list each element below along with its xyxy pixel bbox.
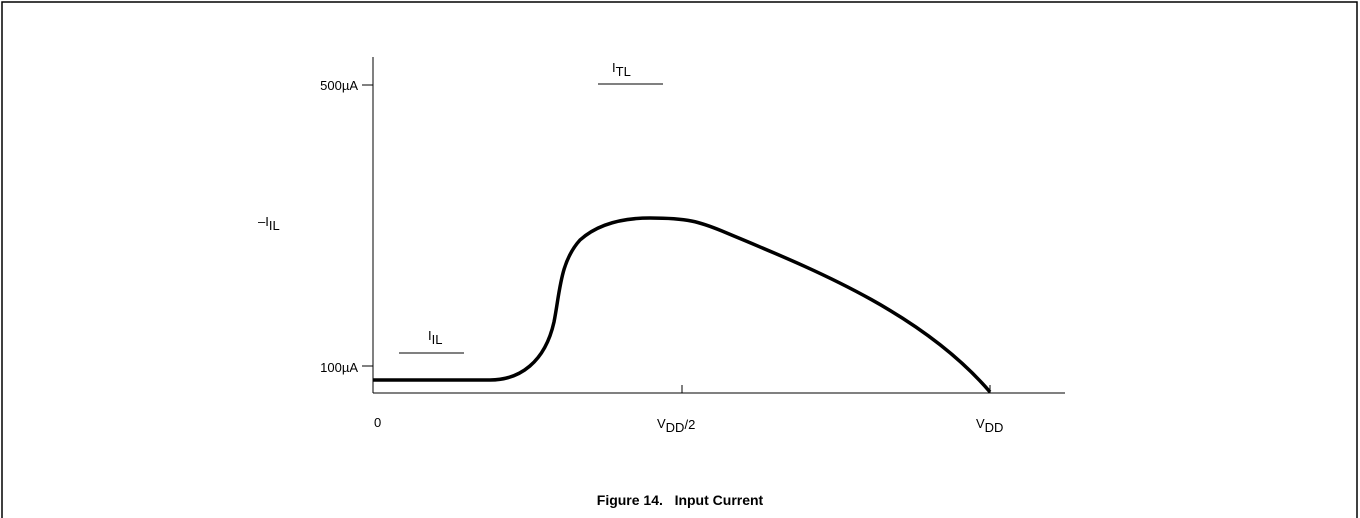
y-label: –IIL	[258, 214, 280, 233]
x-tick-main: V	[976, 416, 985, 431]
annotation-main: I	[612, 60, 616, 75]
x-tick-main: V	[657, 416, 666, 431]
annotation-sub: IL	[432, 332, 443, 347]
y-label-sub: IL	[269, 218, 280, 233]
y-tick-label: 100µA	[320, 360, 358, 375]
x-tick-sub: DD	[666, 420, 685, 435]
x-tick-label: VDD	[976, 416, 1003, 435]
x-tick-label: VDD/2	[657, 416, 695, 435]
annotation: ITL	[612, 60, 631, 79]
annotation: IIL	[428, 328, 442, 347]
annotation-main: I	[428, 328, 432, 343]
y-label-main: –I	[258, 214, 269, 229]
x-tick-main: 0	[374, 415, 381, 430]
curve	[373, 216, 992, 394]
caption: Figure 14. Input Current	[597, 492, 764, 508]
annotation-sub: TL	[616, 64, 631, 79]
y-tick-label: 500µA	[320, 78, 358, 93]
x-tick-label: 0	[374, 415, 381, 430]
x-tick-suffix: /2	[684, 417, 695, 432]
x-tick-sub: DD	[985, 420, 1004, 435]
